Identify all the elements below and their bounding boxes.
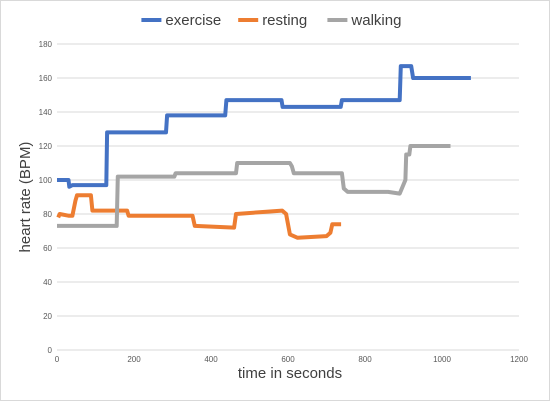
y-tick-label: 180 xyxy=(39,40,53,49)
grid-lines xyxy=(57,43,519,351)
y-tick-label: 140 xyxy=(39,108,53,117)
x-axis-ticks: 0 200 400 600 800 1000 1200 xyxy=(55,355,529,364)
legend: exercise resting walking xyxy=(141,12,401,29)
y-axis-ticks: 0 20 40 60 80 100 120 140 160 180 xyxy=(39,40,53,355)
x-tick-label: 1000 xyxy=(433,355,451,364)
x-axis-title: time in seconds xyxy=(238,365,342,382)
x-tick-label: 200 xyxy=(127,355,141,364)
x-tick-label: 400 xyxy=(204,355,218,364)
y-tick-label: 40 xyxy=(43,278,52,287)
series-line-exercise xyxy=(57,64,471,189)
y-tick-label: 0 xyxy=(48,346,53,355)
legend-label-resting: resting xyxy=(262,12,307,29)
series-line-resting xyxy=(56,193,342,240)
x-tick-label: 600 xyxy=(281,355,295,364)
y-tick-label: 120 xyxy=(39,142,53,151)
x-tick-label: 0 xyxy=(55,355,60,364)
legend-label-exercise: exercise xyxy=(165,12,221,29)
series-line-walking xyxy=(57,144,451,228)
series-lines xyxy=(56,64,471,240)
legend-label-walking: walking xyxy=(350,12,401,29)
y-tick-label: 20 xyxy=(43,312,52,321)
y-tick-label: 160 xyxy=(39,74,53,83)
x-tick-label: 800 xyxy=(358,355,372,364)
y-axis-title: heart rate (BPM) xyxy=(17,142,34,253)
y-tick-label: 100 xyxy=(39,176,53,185)
y-tick-label: 60 xyxy=(43,244,52,253)
y-tick-label: 80 xyxy=(43,210,52,219)
x-tick-label: 1200 xyxy=(510,355,528,364)
